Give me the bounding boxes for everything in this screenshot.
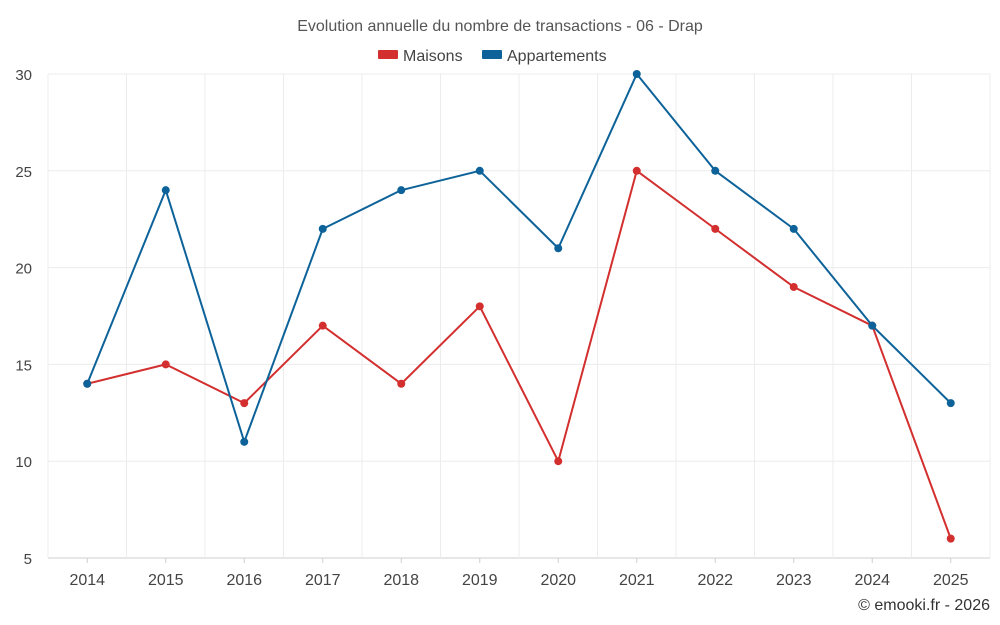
y-axis: 5 10 15 20 25 30 <box>15 67 32 568</box>
data-point-appartements[interactable] <box>318 224 327 233</box>
legend-label-maisons: Maisons <box>403 48 463 65</box>
legend-swatch-appartements <box>482 50 502 59</box>
x-tick-label: 2022 <box>697 572 733 589</box>
data-point-appartements[interactable] <box>711 166 720 175</box>
data-point-maisons[interactable] <box>632 166 641 175</box>
x-axis: 2014 2015 2016 2017 2018 2019 2020 2021 2022 2023… <box>69 558 969 589</box>
data-point-appartements[interactable] <box>554 244 563 253</box>
series-line-appartements <box>86 73 952 443</box>
x-tick-label: 2020 <box>540 572 576 589</box>
y-tick-label: 20 <box>15 261 32 278</box>
data-point-maisons[interactable] <box>318 321 327 330</box>
data-point-appartements[interactable] <box>946 399 955 408</box>
y-tick-label: 30 <box>15 67 32 84</box>
y-tick-label: 5 <box>24 551 32 568</box>
data-point-maisons[interactable] <box>554 457 563 466</box>
data-point-maisons[interactable] <box>475 302 484 311</box>
x-tick-label: 2017 <box>305 572 341 589</box>
legend: Maisons Appartements <box>378 48 607 65</box>
x-tick-label: 2023 <box>776 572 812 589</box>
x-tick-label: 2015 <box>148 572 184 589</box>
x-tick-label: 2021 <box>619 572 655 589</box>
y-tick-label: 15 <box>15 357 32 374</box>
data-point-appartements[interactable] <box>868 321 877 330</box>
data-point-appartements[interactable] <box>83 379 92 388</box>
legend-swatch-maisons <box>378 50 398 59</box>
x-tick-label: 2019 <box>462 572 498 589</box>
data-point-appartements[interactable] <box>240 437 249 446</box>
data-point-appartements[interactable] <box>397 186 406 195</box>
data-point-appartements[interactable] <box>789 224 798 233</box>
x-tick-label: 2016 <box>226 572 262 589</box>
credit-text: © emooki.fr - 2026 <box>858 597 990 614</box>
y-tick-label: 10 <box>15 454 32 471</box>
data-point-appartements[interactable] <box>161 186 170 195</box>
data-point-maisons[interactable] <box>946 534 955 543</box>
x-tick-label: 2014 <box>69 572 105 589</box>
x-tick-label: 2018 <box>383 572 419 589</box>
y-tick-label: 25 <box>15 164 32 181</box>
data-point-maisons[interactable] <box>161 360 170 369</box>
data-point-appartements[interactable] <box>475 166 484 175</box>
grid <box>47 73 991 559</box>
data-point-maisons[interactable] <box>711 224 720 233</box>
legend-label-appartements: Appartements <box>507 48 607 65</box>
data-point-appartements[interactable] <box>632 70 641 78</box>
chart-title: Evolution annuelle du nombre de transact… <box>297 18 703 35</box>
x-tick-label: 2025 <box>933 572 969 589</box>
data-point-maisons[interactable] <box>397 379 406 388</box>
data-point-maisons[interactable] <box>789 282 798 291</box>
series-group <box>83 70 955 543</box>
x-tick-label: 2024 <box>854 572 890 589</box>
data-point-maisons[interactable] <box>240 399 249 408</box>
